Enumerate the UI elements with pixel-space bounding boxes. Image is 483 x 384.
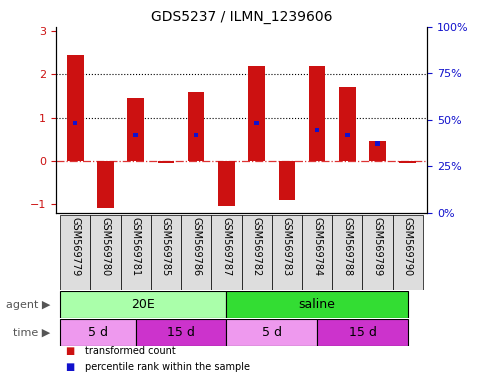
Bar [157,161,174,163]
Text: GSM569788: GSM569788 [342,217,352,276]
Text: ■: ■ [65,346,74,356]
Text: GSM569784: GSM569784 [312,217,322,276]
Bar [242,215,272,290]
Bar [315,127,319,132]
Bar [151,215,181,290]
Text: GSM569783: GSM569783 [282,217,292,276]
Bar [188,92,204,161]
Text: agent ▶: agent ▶ [6,300,51,310]
Text: GSM569782: GSM569782 [252,217,262,276]
Bar [211,215,242,290]
Bar [317,319,408,346]
Bar [136,319,227,346]
Text: 15 d: 15 d [349,326,376,339]
Text: GSM569779: GSM569779 [70,217,80,276]
Bar [60,215,90,290]
Bar [332,215,362,290]
Text: GSM569780: GSM569780 [100,217,111,276]
Text: saline: saline [298,298,336,311]
Text: GSM569789: GSM569789 [372,217,383,276]
Bar [194,133,199,137]
Bar [121,215,151,290]
Bar [97,161,114,209]
Bar [345,133,350,137]
Text: time ▶: time ▶ [14,328,51,338]
Bar [362,215,393,290]
Bar [218,161,235,206]
Bar [375,141,380,146]
Bar [248,66,265,161]
Text: GSM569785: GSM569785 [161,217,171,276]
Text: 15 d: 15 d [167,326,195,339]
Bar [272,215,302,290]
Text: 5 d: 5 d [262,326,282,339]
Bar [60,319,136,346]
Bar [302,215,332,290]
Bar [255,121,259,125]
Bar [227,319,317,346]
Title: GDS5237 / ILMN_1239606: GDS5237 / ILMN_1239606 [151,10,332,25]
Text: GSM569786: GSM569786 [191,217,201,276]
Bar [309,66,326,161]
Text: ■: ■ [65,362,74,372]
Bar [133,133,138,137]
Bar [399,161,416,163]
Bar [128,98,144,161]
Text: percentile rank within the sample: percentile rank within the sample [85,362,250,372]
Text: transformed count: transformed count [85,346,175,356]
Text: 5 d: 5 d [88,326,108,339]
Bar [393,215,423,290]
Bar [73,121,77,125]
Text: GSM569787: GSM569787 [221,217,231,276]
Text: GSM569790: GSM569790 [403,217,413,276]
Text: GSM569781: GSM569781 [131,217,141,276]
Bar [90,215,121,290]
Bar [227,291,408,318]
Bar [369,141,386,161]
Text: 20E: 20E [131,298,155,311]
Bar [67,55,84,161]
Bar [279,161,295,200]
Bar [181,215,211,290]
Bar [60,291,227,318]
Bar [339,88,355,161]
